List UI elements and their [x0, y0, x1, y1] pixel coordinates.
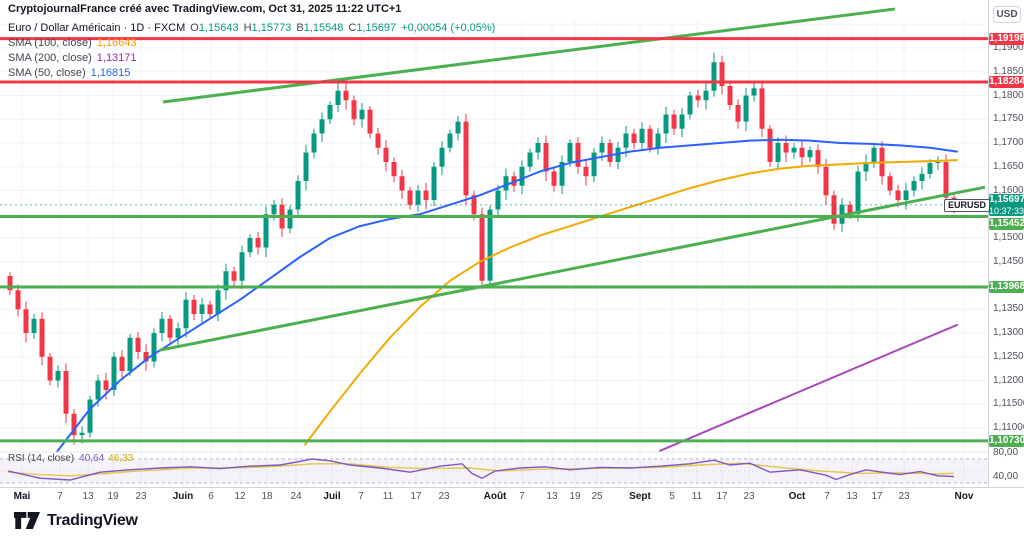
price-axis[interactable]: USD 1,19000 1,18500 1,18000 1,17500 1,17000 1…: [988, 0, 1024, 505]
time-axis-tick: 18: [261, 491, 273, 502]
time-axis[interactable]: Mai 7 13 19 23 Juin 6 12 18 24 Juil 7 11 17 23 Août 7 13 1…: [0, 487, 1024, 506]
time-axis-tick: 7: [57, 491, 63, 502]
chart-attribution: CryptojournalFrance créé avec TradingVie…: [8, 3, 402, 15]
price-axis-tick: 1,18500: [993, 65, 1024, 77]
ohlc-high-key: H: [243, 22, 252, 34]
price-badge: 1,18284: [989, 76, 1024, 88]
time-axis-tick: Nov: [954, 491, 974, 502]
price-axis-tick: 1,16500: [993, 160, 1024, 172]
rsi-value: 40,64: [79, 453, 105, 464]
price-axis-tick: 1,13500: [993, 303, 1024, 315]
sma50-legend-row[interactable]: SMA (50, close) 1,16815: [8, 66, 495, 80]
time-axis-tick: 7: [358, 491, 364, 502]
time-axis-tick: 7: [824, 491, 830, 502]
time-axis-tick: 24: [290, 491, 302, 502]
price-badge: 1,10730: [989, 434, 1024, 447]
rsi-ma-value: 46,33: [108, 453, 134, 464]
price-axis-tick: 1,16000: [993, 184, 1024, 196]
ohlc-low-value: 1,15548: [303, 22, 344, 34]
price-axis-tick: 1,11500: [993, 398, 1024, 410]
tradingview-logo-icon: [14, 512, 40, 529]
time-axis-tick: 11: [691, 491, 703, 502]
price-axis-tick: 1,17500: [993, 113, 1024, 125]
time-axis-tick: 13: [82, 491, 94, 502]
time-axis-tick: 19: [107, 491, 119, 502]
price-axis-tick: 1,19000: [993, 42, 1024, 53]
tradingview-logo[interactable]: TradingView: [14, 511, 138, 530]
symbol-legend-row[interactable]: Euro / Dollar Américain · 1D · FXCM O1,15…: [8, 21, 495, 35]
sma100-label: SMA (100, close): [8, 37, 92, 49]
price-axis-tick: 1,12500: [993, 350, 1024, 362]
time-axis-tick: 23: [135, 491, 147, 502]
sma200-legend-row[interactable]: SMA (200, close) 1,13171: [8, 51, 495, 65]
price-axis-tick: 1,11000: [993, 422, 1024, 433]
rsi-label: RSI (14, close): [8, 453, 75, 464]
time-axis-tick: 17: [871, 491, 883, 502]
price-badge: 1,13968: [989, 281, 1024, 294]
time-axis-tick: Sept: [629, 491, 651, 502]
time-axis-tick: 5: [669, 491, 675, 502]
ohlc-open-key: O: [190, 22, 199, 34]
time-axis-tick: 13: [846, 491, 858, 502]
price-axis-tick: 1,17000: [993, 137, 1024, 148]
time-axis-tick: 11: [382, 491, 394, 502]
price-axis-tick: 1,14500: [993, 255, 1024, 267]
sma100-value: 1,16643: [96, 37, 137, 49]
tradingview-brand-text: TradingView: [47, 511, 138, 529]
price-chart-canvas[interactable]: [0, 0, 1024, 505]
sma50-value: 1,16815: [90, 67, 131, 79]
time-axis-tick: 13: [546, 491, 558, 502]
ohlc-close-value: 1,15697: [356, 22, 397, 34]
price-axis-tick: 1,13000: [993, 327, 1024, 338]
time-axis-tick: 12: [234, 491, 246, 502]
time-axis-tick: 23: [438, 491, 450, 502]
sma100-legend-row[interactable]: SMA (100, close) 1,16643: [8, 36, 495, 50]
time-axis-tick: 17: [716, 491, 728, 502]
sma200-value: 1,13171: [96, 52, 137, 64]
price-axis-tick: 1,15000: [993, 232, 1024, 243]
price-badge: 1,15697 10:37:33: [989, 193, 1024, 216]
time-axis-tick: Août: [483, 491, 507, 502]
time-axis-tick: 23: [743, 491, 755, 502]
time-axis-tick: Oct: [788, 491, 806, 502]
ohlc-close-key: C: [348, 22, 357, 34]
symbol-price-tag: EURUSD: [944, 199, 991, 212]
time-axis-tick: Mai: [13, 491, 31, 502]
sma200-label: SMA (200, close): [8, 52, 92, 64]
time-axis-tick: 25: [591, 491, 603, 502]
rsi-legend-row[interactable]: RSI (14, close) 40,64 46,33: [8, 453, 133, 464]
time-axis-tick: 7: [519, 491, 525, 502]
time-axis-tick: 6: [208, 491, 214, 502]
rsi-axis-tick: 40,00: [993, 471, 1019, 482]
ohlc-high-value: 1,15773: [251, 22, 292, 34]
rsi-axis-tick: 80,00: [993, 447, 1019, 458]
time-axis-tick: 23: [898, 491, 910, 502]
change-value: +0,00054 (+0,05%): [401, 22, 496, 34]
sma50-label: SMA (50, close): [8, 67, 86, 79]
currency-chip[interactable]: USD: [993, 6, 1021, 23]
price-axis-tick: 1,12000: [993, 374, 1024, 386]
price-axis-tick: 1,18000: [993, 89, 1024, 101]
time-axis-tick: Juin: [172, 491, 194, 502]
symbol-legend: Euro / Dollar Américain · 1D · FXCM O1,15…: [8, 21, 495, 81]
price-badge: 1,19198: [989, 32, 1024, 45]
ohlc-low-key: B: [296, 22, 304, 34]
price-badge: 1,15452: [989, 217, 1024, 230]
symbol-title: Euro / Dollar Américain · 1D · FXCM: [8, 22, 186, 34]
time-axis-tick: 19: [569, 491, 581, 502]
time-axis-tick: Juil: [323, 491, 341, 502]
time-axis-tick: 17: [410, 491, 422, 502]
ohlc-open-value: 1,15643: [198, 22, 239, 34]
